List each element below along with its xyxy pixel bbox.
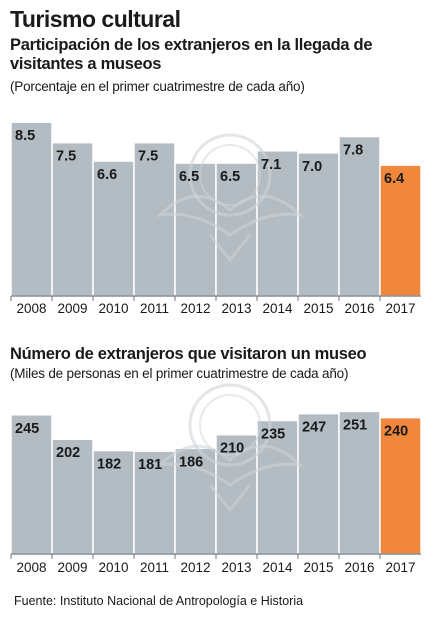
bar-value-label: 210 [220, 441, 244, 457]
x-tick-label: 2013 [221, 560, 251, 575]
x-tick-label: 2009 [57, 301, 87, 316]
chart-1-title: Participación de los extranjeros en la l… [10, 36, 373, 73]
bar-value-label: 7.0 [302, 159, 322, 175]
bar-value-label: 8.5 [15, 128, 35, 144]
chart-1-subtitle: (Porcentaje en el primer cuatrimestre de… [10, 79, 305, 94]
x-tick-label: 2016 [344, 301, 374, 316]
bar-value-label: 251 [343, 417, 367, 433]
x-tick-label: 2015 [303, 560, 333, 575]
x-tick-label: 2012 [180, 560, 210, 575]
bar-value-label: 235 [261, 426, 285, 442]
bar-2010 [92, 449, 135, 555]
x-tick-label: 2008 [16, 560, 46, 575]
bar-value-label: 186 [179, 454, 203, 470]
bar-2015 [297, 412, 340, 555]
chart-2-subtitle: (Miles de personas en el primer cuatrime… [10, 366, 349, 381]
x-tick-label: 2011 [140, 560, 169, 575]
watermark-emblem [155, 133, 305, 263]
bar-value-label: 7.8 [343, 142, 363, 158]
x-tick-label: 2010 [98, 560, 128, 575]
bar-value-label: 240 [384, 424, 408, 440]
chart-numero-extranjeros: 245 202 182 181 186 210 235 247 251 240 2008 2009 2… [10, 383, 422, 575]
bar-2009 [51, 438, 94, 555]
page-title: Turismo cultural [10, 6, 181, 32]
bar-value-label: 6.4 [384, 171, 404, 187]
bar-value-label: 7.5 [138, 149, 158, 165]
chart-participacion: 8.5 7.5 6.6 7.5 6.5 6.5 7.1 7.0 7.8 6.4 2008 2009 2… [10, 121, 422, 316]
bar-value-label: 245 [15, 421, 39, 437]
bar-value-label: 6.6 [97, 167, 117, 183]
x-tick-label: 2012 [180, 301, 210, 316]
x-tick-label: 2011 [140, 301, 169, 316]
x-tick-label: 2013 [221, 301, 251, 316]
bar-2017 [379, 416, 422, 555]
bar-2011 [133, 450, 176, 555]
bar-value-label: 247 [302, 420, 326, 436]
bar-value-label: 6.5 [220, 169, 240, 185]
bar-2014 [256, 150, 299, 297]
bar-value-label: 202 [56, 445, 80, 461]
bar-2017 [379, 164, 422, 297]
bar-value-label: 181 [138, 457, 162, 473]
x-tick-label: 2008 [16, 301, 46, 316]
x-tick-label: 2017 [385, 301, 415, 316]
x-tick-label: 2014 [262, 560, 293, 575]
bar-2008 [10, 414, 53, 555]
bar-value-label: 7.5 [56, 149, 76, 165]
x-tick-label: 2009 [57, 560, 87, 575]
bar-value-label: 7.1 [261, 157, 281, 173]
x-tick-label: 2015 [303, 301, 333, 316]
watermark-emblem [155, 383, 305, 513]
bar-value-label: 182 [97, 457, 121, 473]
x-tick-label: 2017 [385, 560, 415, 575]
bar-2008 [10, 121, 53, 297]
source-note: Fuente: Instituto Nacional de Antropolog… [14, 594, 304, 608]
chart-2-title: Número de extranjeros que visitaron un m… [10, 345, 367, 363]
bar-2015 [297, 152, 340, 297]
bar-value-label: 6.5 [179, 169, 199, 185]
x-tick-label: 2014 [262, 301, 293, 316]
x-tick-label: 2010 [98, 301, 128, 316]
x-tick-label: 2016 [344, 560, 374, 575]
